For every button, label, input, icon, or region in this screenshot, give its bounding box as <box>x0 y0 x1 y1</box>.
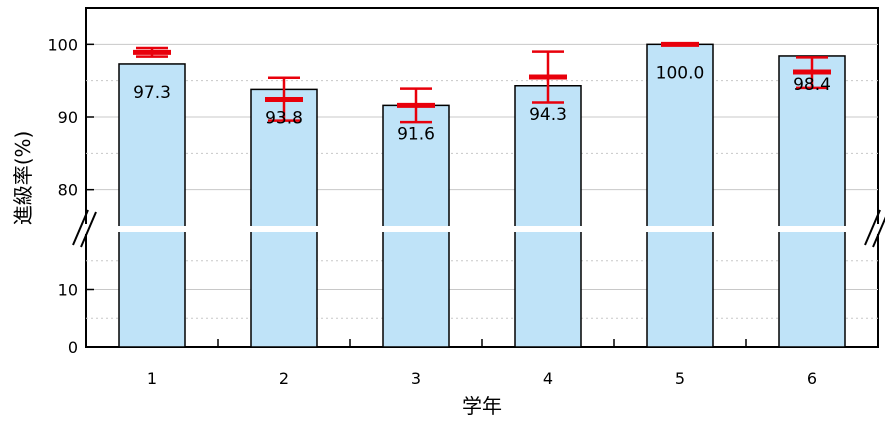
axis-break <box>72 209 885 248</box>
data-label: 93.8 <box>265 108 303 128</box>
axis-break-slash <box>872 216 885 248</box>
axis-break-gap <box>88 226 876 232</box>
plot-area <box>85 7 879 348</box>
x-tick-labels: 1 2 3 4 5 6 <box>147 369 817 388</box>
bars <box>118 43 846 348</box>
y-tick-label: 10 <box>58 281 78 300</box>
axis-break-slash <box>72 209 89 246</box>
axis-break-slash <box>864 209 881 246</box>
tick-marks <box>86 43 747 348</box>
data-label: 98.4 <box>793 75 831 95</box>
x-tick-label: 1 <box>147 369 157 388</box>
x-tick-label: 4 <box>543 369 553 388</box>
x-tick-label: 5 <box>675 369 685 388</box>
data-label: 94.3 <box>529 105 567 125</box>
bar <box>778 55 846 348</box>
x-tick-label: 3 <box>411 369 421 388</box>
bar <box>514 85 582 348</box>
axis-break-cover <box>872 224 884 234</box>
y-tick-label: 100 <box>47 35 78 54</box>
y-axis-title: 進級率(%) <box>11 131 35 226</box>
error-bars <box>133 41 831 124</box>
x-tick-label: 6 <box>807 369 817 388</box>
bar <box>646 43 714 348</box>
axis-break-slash <box>80 211 97 248</box>
x-axis-title: 学年 <box>462 394 502 418</box>
bar <box>250 88 318 348</box>
bar <box>118 63 186 348</box>
data-label: 97.3 <box>133 83 171 103</box>
x-tick-label: 2 <box>279 369 289 388</box>
gridlines <box>86 43 878 319</box>
y-tick-label: 0 <box>68 338 78 357</box>
data-label: 100.0 <box>656 63 705 83</box>
y-tick-label: 80 <box>58 181 78 200</box>
y-tick-label: 90 <box>58 108 78 127</box>
data-labels: 97.3 93.8 91.6 94.3 100.0 98.4 <box>133 63 831 144</box>
axis-break-cover <box>80 224 92 234</box>
data-label: 91.6 <box>397 124 435 144</box>
